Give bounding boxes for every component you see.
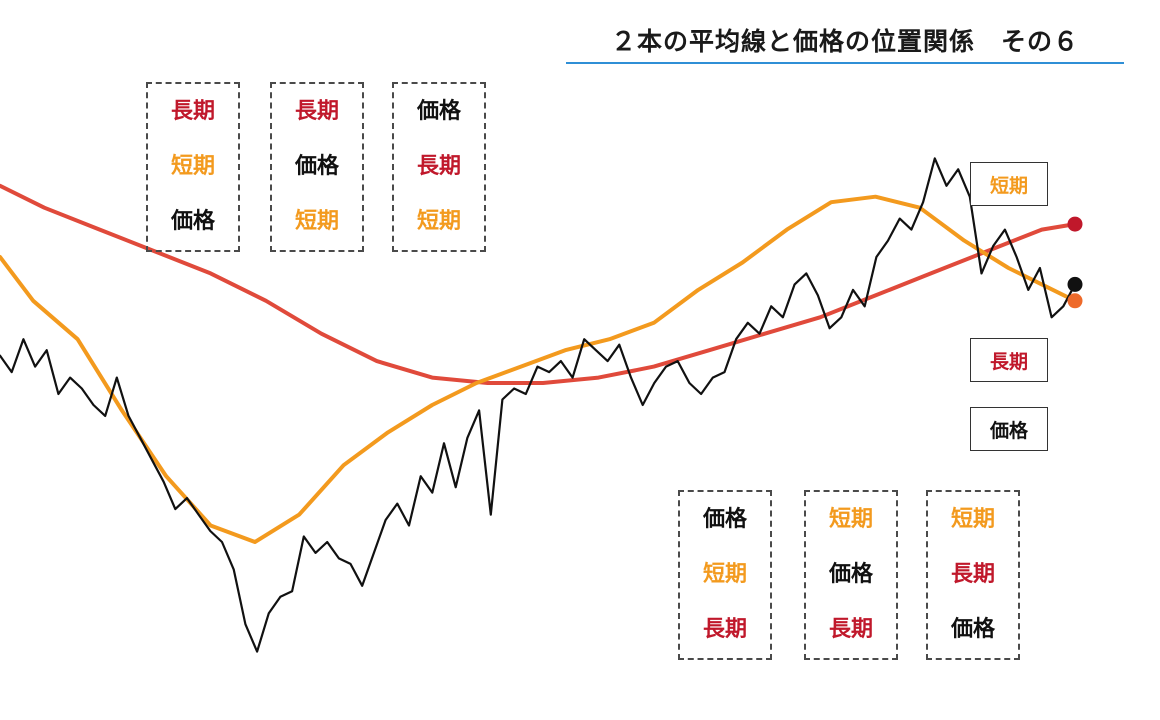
order-box-1: 長期 短期 価格 <box>146 82 240 252</box>
order-box-3-label-2: 長期 <box>416 153 461 179</box>
long-series-line <box>0 183 1077 385</box>
title-underline <box>566 62 1124 64</box>
order-box-5: 短期 価格 長期 <box>804 490 898 660</box>
end-label-long: 長期 <box>970 338 1048 382</box>
order-box-6-label-3: 価格 <box>950 617 995 643</box>
order-box-2-label-1: 長期 <box>294 98 339 124</box>
order-box-4: 価格 短期 長期 <box>678 490 772 660</box>
short-end-point <box>1067 293 1083 309</box>
long-end-point <box>1067 216 1083 232</box>
end-label-price: 価格 <box>970 407 1048 451</box>
order-box-5-label-2: 価格 <box>828 561 873 587</box>
order-box-4-label-1: 価格 <box>702 506 747 532</box>
order-box-1-label-2: 短期 <box>170 153 215 179</box>
order-box-5-label-3: 長期 <box>828 617 873 643</box>
end-label-short: 短期 <box>970 162 1048 206</box>
order-box-3-label-1: 価格 <box>416 98 461 124</box>
order-box-1-label-3: 価格 <box>170 209 215 235</box>
order-box-6: 短期 長期 価格 <box>926 490 1020 660</box>
order-box-3: 価格 長期 短期 <box>392 82 486 252</box>
page-title: ２本の平均線と価格の位置関係 その６ <box>610 27 1079 56</box>
order-box-2: 長期 価格 短期 <box>270 82 364 252</box>
short-series-line <box>0 194 1077 544</box>
order-box-1-label-1: 長期 <box>170 98 215 124</box>
price-series-line <box>0 157 1077 653</box>
order-box-4-label-2: 短期 <box>702 561 747 587</box>
order-box-3-label-3: 短期 <box>416 209 461 235</box>
order-box-2-label-2: 価格 <box>294 153 339 179</box>
price-end-point <box>1067 276 1083 292</box>
order-box-2-label-3: 短期 <box>294 209 339 235</box>
order-box-5-label-1: 短期 <box>828 506 873 532</box>
order-box-6-label-1: 短期 <box>950 506 995 532</box>
order-box-6-label-2: 長期 <box>950 561 995 587</box>
order-box-4-label-3: 長期 <box>702 617 747 643</box>
